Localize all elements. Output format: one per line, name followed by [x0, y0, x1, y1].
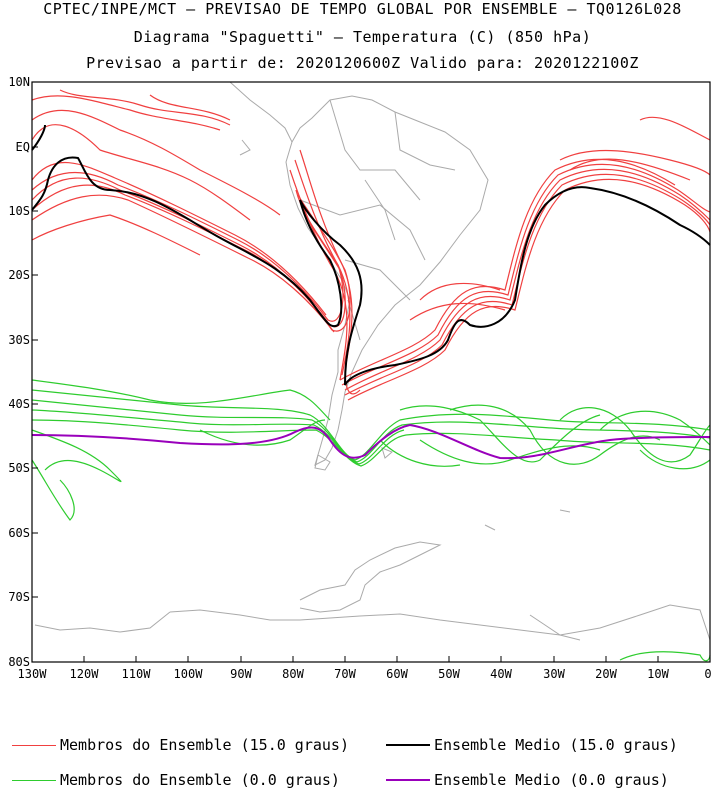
lat-label: 40S: [8, 397, 30, 411]
lat-label: 50S: [8, 461, 30, 475]
lat-label: 80S: [8, 655, 30, 669]
lon-label: 60W: [386, 667, 408, 681]
legend-swatch-green: [12, 779, 56, 781]
lat-label: 60S: [8, 526, 30, 540]
lat-label: 30S: [8, 333, 30, 347]
members-15-lines: [31, 89, 711, 401]
legend-mean-15: Ensemble Medio (15.0 graus): [386, 736, 678, 754]
lon-label: 20W: [595, 667, 617, 681]
legend-swatch-black: [386, 744, 430, 746]
lat-label: 70S: [8, 590, 30, 604]
longitude-labels: 130W 120W 110W 100W 90W 80W 70W 60W 50W …: [18, 667, 712, 681]
lon-label: 120W: [70, 667, 100, 681]
members-0-lines: [31, 379, 711, 662]
lon-label: 40W: [490, 667, 512, 681]
lon-label: 130W: [18, 667, 48, 681]
legend-members-15: Membros do Ensemble (15.0 graus): [12, 736, 349, 754]
lon-label: 100W: [174, 667, 204, 681]
legend-mean-0: Ensemble Medio (0.0 graus): [386, 771, 669, 789]
title-line-2: Diagrama "Spaguetti" – Temperatura (C) (…: [133, 28, 592, 46]
lon-label: 30W: [543, 667, 565, 681]
lat-label: 10N: [8, 75, 30, 89]
map-frame: [31, 81, 711, 663]
lon-label: 90W: [230, 667, 252, 681]
title-line-1: CPTEC/INPE/MCT – PREVISAO DE TEMPO GLOBA…: [43, 0, 682, 18]
lon-label: 50W: [438, 667, 460, 681]
title-line-3: Previsao a partir de: 2020120600Z Valido…: [86, 54, 639, 72]
legend-label: Membros do Ensemble (15.0 graus): [60, 736, 349, 754]
lat-label: EQ: [16, 140, 30, 154]
latitude-labels: 10N EQ 10S 20S 30S 40S 50S 60S 70S 80S: [8, 75, 30, 669]
lat-label: 10S: [8, 204, 30, 218]
spaghetti-map: 10N EQ 10S 20S 30S 40S 50S 60S 70S 80S 1…: [8, 75, 712, 681]
lon-label: 0: [704, 667, 711, 681]
legend-members-0: Membros do Ensemble (0.0 graus): [12, 771, 340, 789]
lon-label: 80W: [282, 667, 304, 681]
legend-swatch-red: [12, 744, 56, 746]
legend-label: Ensemble Medio (15.0 graus): [434, 736, 678, 754]
axis-ticks: [31, 81, 711, 663]
legend-swatch-purple: [386, 779, 430, 781]
lon-label: 110W: [122, 667, 152, 681]
lon-label: 70W: [334, 667, 356, 681]
coastlines: [34, 81, 711, 641]
mean-0-line: [31, 423, 711, 460]
lat-label: 20S: [8, 268, 30, 282]
legend-label: Ensemble Medio (0.0 graus): [434, 771, 669, 789]
lon-label: 10W: [647, 667, 669, 681]
legend-label: Membros do Ensemble (0.0 graus): [60, 771, 340, 789]
